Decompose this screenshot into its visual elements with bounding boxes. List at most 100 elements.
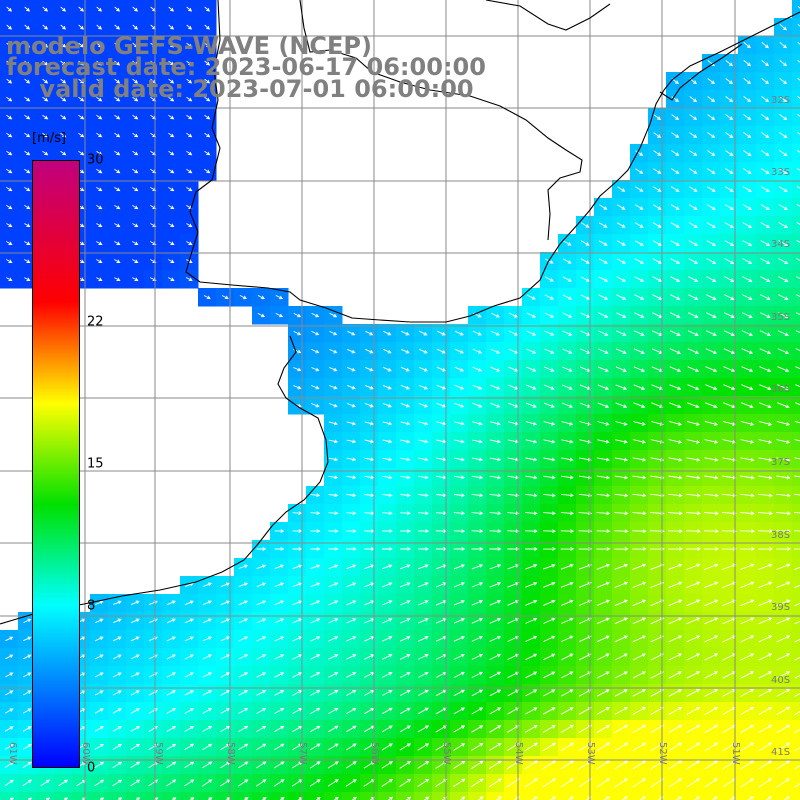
wind-arrow (184, 726, 195, 732)
wind-arrow (351, 796, 357, 800)
wind-arrow (668, 760, 683, 770)
wind-arrow (776, 420, 791, 426)
wind-cell (792, 630, 800, 649)
wind-arrow (776, 563, 791, 570)
wind-arrow (96, 259, 103, 263)
wind-arrow (739, 511, 755, 516)
wind-arrow (632, 635, 647, 643)
wind-arrow (168, 223, 175, 227)
wind-arrow (471, 635, 484, 642)
wind-arrow (114, 150, 121, 156)
wind-arrow (24, 223, 31, 227)
wind-arrow (399, 761, 412, 769)
wind-arrow (132, 114, 139, 120)
wind-arrow (614, 760, 629, 770)
wind-arrow (311, 348, 320, 354)
wind-arrow (42, 96, 49, 102)
wind-cell (684, 792, 703, 800)
wind-arrow (471, 617, 484, 624)
wind-arrow (6, 187, 13, 192)
wind-arrow (329, 366, 338, 372)
wind-arrow (779, 114, 788, 121)
wind-arrow (40, 779, 50, 787)
wind-arrow (489, 421, 501, 426)
wind-arrow (417, 778, 430, 787)
wind-arrow (740, 599, 755, 607)
wind-arrow (311, 403, 320, 408)
wind-arrow (130, 636, 140, 642)
wind-arrow (399, 725, 411, 733)
wind-arrow (794, 693, 800, 697)
wind-cell (36, 792, 55, 800)
wind-arrow (632, 599, 647, 607)
wind-arrow (78, 6, 85, 12)
wind-arrow (707, 114, 716, 121)
wind-arrow (543, 421, 556, 426)
wind-arrow (114, 60, 121, 66)
wind-arrow (23, 636, 32, 642)
wind-arrow (381, 743, 393, 751)
wind-arrow (60, 60, 67, 66)
wind-arrow (417, 707, 429, 715)
longitude-label: 55W (441, 742, 452, 765)
wind-arrow (132, 24, 139, 30)
wind-arrow (707, 78, 716, 85)
wind-arrow (597, 421, 610, 426)
wind-arrow (686, 420, 700, 426)
wind-arrow (668, 475, 683, 480)
wind-arrow (24, 6, 31, 12)
wind-arrow (6, 241, 13, 245)
wind-arrow (168, 259, 175, 263)
wind-arrow (795, 330, 800, 334)
wind-arrow (454, 330, 464, 336)
wind-cell (504, 792, 523, 800)
wind-arrow (274, 618, 285, 624)
wind-arrow (453, 707, 466, 715)
wind-arrow (365, 348, 374, 354)
wind-arrow (346, 707, 357, 714)
wind-arrow (560, 707, 574, 715)
wind-arrow (382, 636, 393, 642)
wind-arrow (186, 187, 193, 192)
wind-arrow (112, 672, 122, 678)
wind-arrow (632, 475, 647, 480)
wind-arrow (526, 384, 537, 390)
wind-arrow (311, 367, 320, 372)
wind-arrow (220, 636, 231, 642)
wind-arrow (579, 457, 592, 462)
latitude-label: 35S (771, 312, 791, 323)
wind-arrow (614, 742, 629, 752)
wind-arrow (759, 348, 772, 355)
wind-arrow (96, 42, 103, 48)
wind-arrow (256, 600, 267, 606)
wind-arrow (78, 132, 85, 138)
wind-arrow (616, 258, 626, 264)
wind-arrow (740, 724, 755, 734)
wind-arrow (453, 653, 465, 660)
wind-arrow (78, 114, 85, 120)
wind-arrow (24, 78, 31, 84)
interior-border (299, 0, 583, 241)
wind-cell (792, 36, 800, 55)
longitude-label: 59W (153, 742, 164, 765)
wind-arrow (776, 760, 791, 770)
wind-arrow (274, 672, 285, 678)
wind-arrow (596, 547, 611, 551)
wind-arrow (114, 132, 121, 138)
wind-arrow (382, 547, 393, 551)
wind-arrow (489, 653, 502, 661)
wind-arrow (596, 563, 611, 570)
wind-arrow (668, 511, 683, 516)
wind-arrow (132, 6, 139, 12)
wind-arrow (186, 42, 193, 48)
wind-arrow (327, 743, 339, 751)
wind-arrow (490, 366, 501, 372)
wind-arrow (42, 6, 49, 12)
wind-arrow (783, 796, 790, 800)
wind-arrow (721, 511, 737, 516)
wind-arrow (495, 796, 502, 800)
wind-arrow (202, 582, 212, 588)
wind-arrow (543, 617, 556, 624)
wind-arrow (472, 421, 483, 426)
